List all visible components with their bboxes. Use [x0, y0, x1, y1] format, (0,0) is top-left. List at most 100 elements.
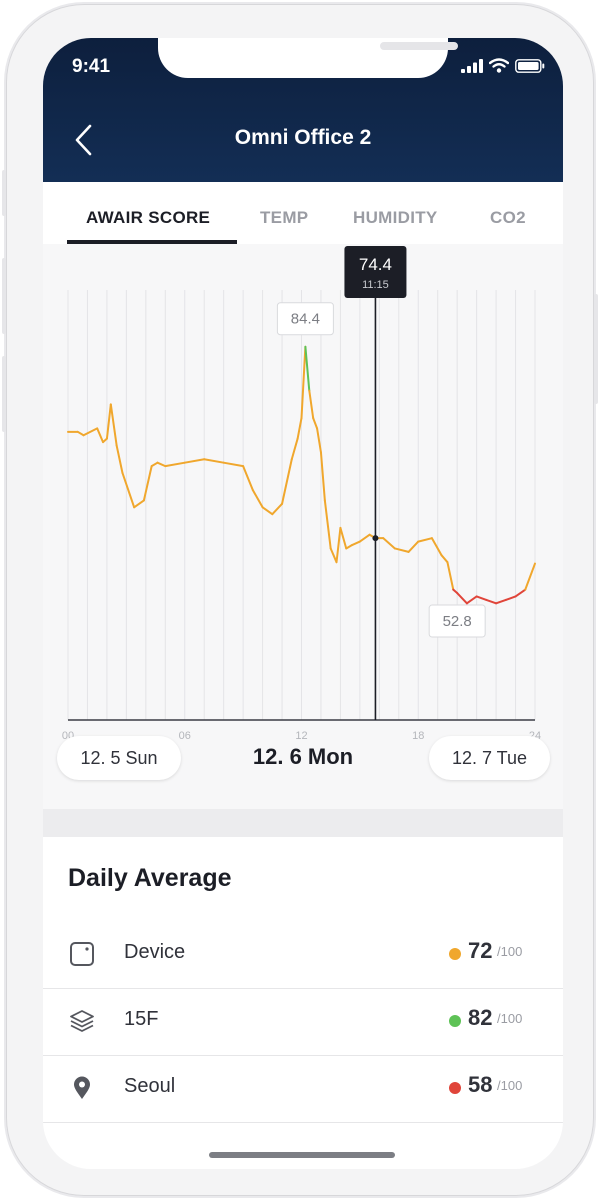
series-segment: [156, 461, 167, 468]
cursor-tooltip: [344, 246, 407, 298]
series-segment: [514, 588, 527, 598]
series-segment: [351, 540, 361, 547]
series-segment: [504, 595, 517, 601]
status-time: 9:41: [72, 56, 111, 77]
active-tab-indicator: [67, 240, 237, 244]
series-segment: [183, 458, 206, 464]
x-tick-label: 18: [412, 730, 424, 742]
volume-up-button: [2, 258, 6, 334]
series-segment: [358, 533, 371, 543]
daily-average-row-device[interactable]: Device 72 /100: [43, 921, 563, 988]
daily-average-row-floor[interactable]: 15F 82 /100: [43, 988, 563, 1055]
series-segment: [382, 537, 396, 550]
home-indicator[interactable]: [209, 1152, 395, 1158]
row-label: Device: [124, 941, 186, 963]
series-segment: [319, 451, 326, 502]
score-status-dot: [449, 948, 461, 960]
back-button[interactable]: [69, 122, 99, 158]
series-segment: [251, 489, 264, 509]
low-label: 52.8: [443, 613, 472, 630]
battery-icon: [515, 58, 545, 73]
score-value: 82: [468, 1005, 493, 1030]
daily-average-row-city[interactable]: Seoul 58 /100: [43, 1055, 563, 1122]
series-segment: [109, 403, 118, 447]
series-segment: [335, 526, 342, 564]
series-segment: [345, 544, 354, 550]
series-segment: [316, 427, 322, 454]
phone-frame: 9:41: [2, 4, 598, 1196]
series-segment: [281, 458, 293, 505]
wifi-icon: [489, 58, 509, 73]
series-segment: [203, 458, 225, 464]
volume-down-button: [2, 356, 6, 432]
score-status-dot: [449, 1082, 461, 1094]
tab-humidity[interactable]: HUMIDITY: [353, 208, 438, 227]
section-divider: [43, 809, 563, 837]
series-segment: [407, 540, 420, 553]
score-max: /100: [497, 944, 523, 959]
location-pin-icon: [74, 1076, 90, 1099]
series-segment: [82, 427, 99, 437]
row-divider: [43, 988, 563, 989]
series-segment: [312, 417, 319, 430]
score-max: /100: [497, 1011, 523, 1026]
device-icon: [70, 942, 94, 966]
series-segment: [115, 444, 124, 474]
score-status-dot: [449, 1015, 461, 1027]
series-segment: [300, 345, 307, 420]
series-segment: [261, 506, 274, 516]
series-segment: [440, 554, 449, 564]
low-label-box: [428, 604, 486, 638]
series-segment: [222, 461, 245, 468]
silent-switch: [2, 170, 6, 216]
series-segment: [430, 537, 443, 557]
series-segment: [456, 592, 468, 605]
series-segment: [495, 598, 507, 605]
series-segment: [150, 461, 159, 468]
signal-icon: [461, 58, 483, 73]
cursor-point: [372, 535, 379, 542]
speaker-grille: [380, 42, 458, 50]
series-segment: [446, 561, 455, 591]
score-value: 72: [468, 938, 493, 963]
metric-tabs: AWAIR SCORE TEMP HUMIDITY CO2: [43, 182, 563, 244]
score-value: 58: [468, 1072, 493, 1097]
current-date: 12. 6 Mon: [252, 744, 354, 769]
series-segment: [304, 345, 311, 392]
series-segment: [417, 537, 433, 543]
series-segment: [105, 403, 112, 440]
series-segment: [296, 417, 303, 440]
power-button: [594, 294, 598, 404]
daily-average-title: Daily Average: [68, 864, 232, 892]
tab-temp[interactable]: TEMP: [260, 208, 309, 227]
cursor-time: 11:15: [362, 279, 389, 291]
series-segment: [339, 526, 348, 550]
x-tick-label: 12: [295, 730, 307, 742]
status-icons: [461, 58, 545, 73]
app-screen: 9:41: [43, 38, 563, 1169]
tab-awair-score[interactable]: AWAIR SCORE: [86, 208, 211, 227]
chevron-left-icon: [75, 124, 92, 156]
tab-co2[interactable]: CO2: [490, 208, 526, 227]
score-max: /100: [497, 1078, 523, 1093]
series-segment: [76, 430, 85, 437]
app-header: 9:41: [43, 38, 563, 182]
series-segment: [242, 465, 254, 492]
page-title: Omni Office 2: [234, 126, 372, 149]
device-notch: [158, 38, 458, 78]
next-day-button[interactable]: 12. 7 Tue: [429, 736, 550, 780]
peak-label: 84.4: [291, 311, 320, 328]
series-segment: [133, 499, 145, 509]
series-segment: [475, 595, 488, 601]
series-segment: [329, 547, 338, 564]
series-segment: [121, 471, 136, 509]
row-label: Seoul: [124, 1075, 176, 1097]
series-segment: [290, 437, 299, 461]
row-divider: [43, 1055, 563, 1056]
series-segment: [393, 547, 410, 553]
series-segment: [271, 502, 284, 516]
previous-day-button[interactable]: 12. 5 Sun: [57, 736, 181, 780]
series-segment: [524, 562, 536, 591]
cursor-value: 74.4: [359, 255, 392, 274]
